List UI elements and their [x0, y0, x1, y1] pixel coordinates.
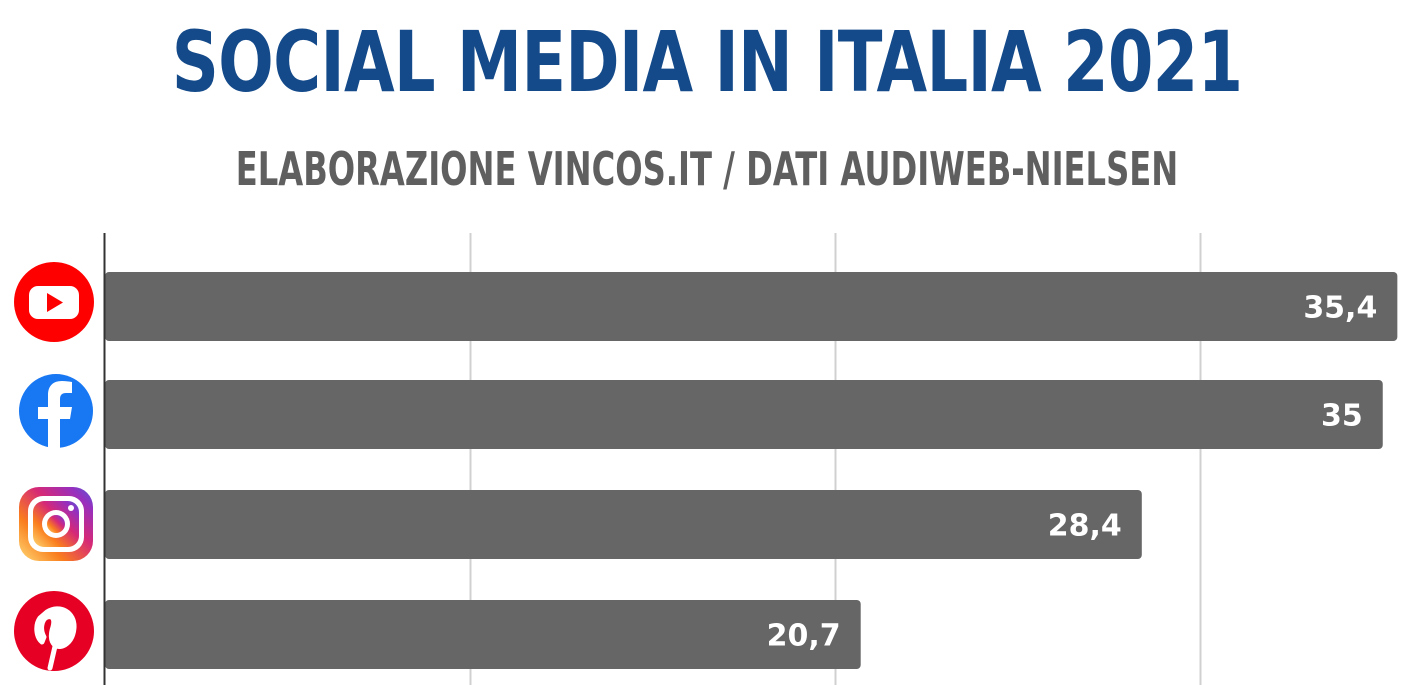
facebook-icon [19, 374, 93, 448]
bar-pinterest [105, 600, 861, 669]
chart-title: SOCIAL MEDIA IN ITALIA 2021 [171, 13, 1243, 111]
value-label-instagram: 28,4 [1048, 509, 1122, 544]
instagram-icon [19, 487, 93, 561]
bar-instagram [105, 490, 1142, 559]
value-label-facebook: 35 [1321, 399, 1363, 434]
category-icons [14, 262, 94, 671]
bars [105, 272, 1398, 669]
youtube-icon [14, 262, 94, 342]
chart-subtitle: ELABORAZIONE VINCOS.IT / DATI AUDIWEB-NI… [235, 142, 1179, 196]
pinterest-icon [14, 591, 94, 671]
value-labels: 35,4 35 28,4 20,7 [767, 291, 1378, 654]
bar-facebook [105, 380, 1383, 449]
bar-youtube [105, 272, 1398, 341]
value-label-youtube: 35,4 [1303, 291, 1377, 326]
value-label-pinterest: 20,7 [767, 619, 841, 654]
